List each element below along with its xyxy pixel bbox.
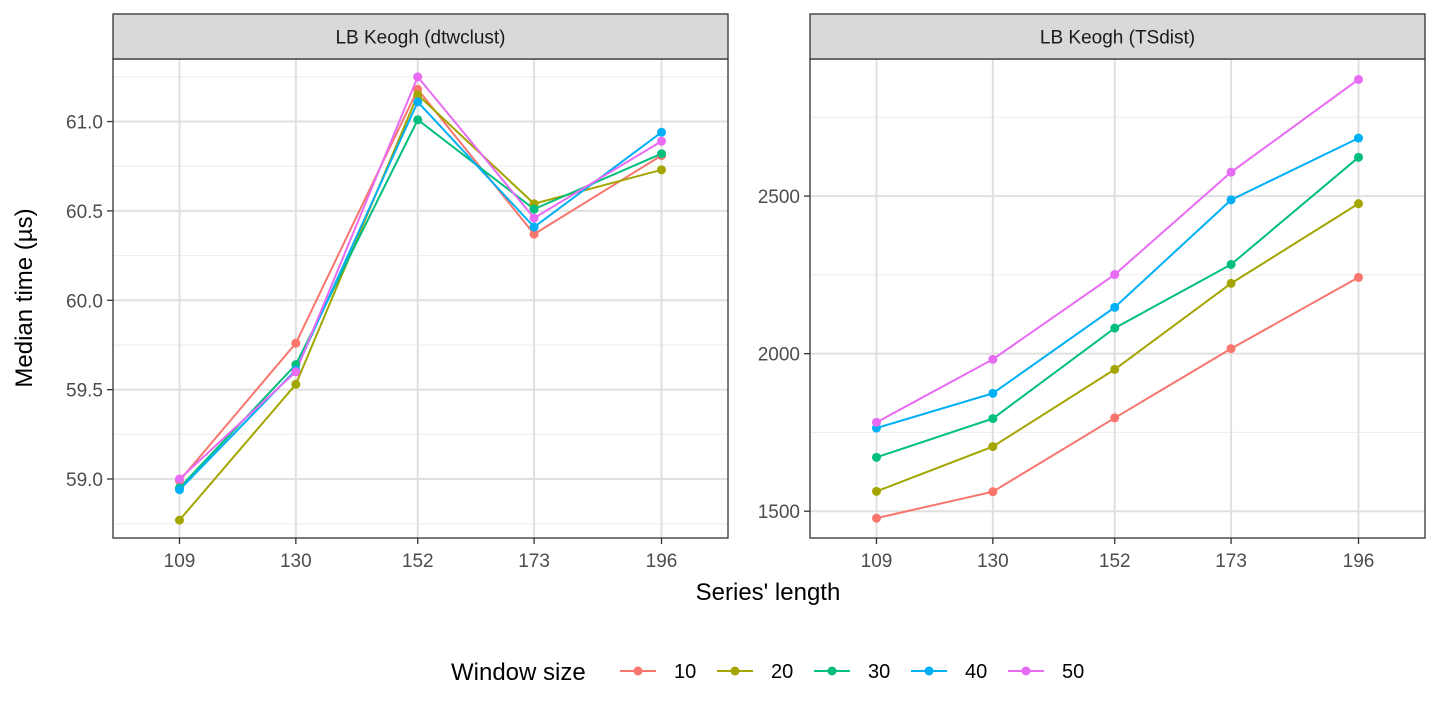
data-point-30 [1110,323,1120,333]
y-tick-label: 60.5 [66,202,103,223]
data-point-30 [529,204,539,214]
x-tick-label: 109 [164,551,196,572]
data-point-10 [529,229,539,239]
legend: Window size 10 20 30 40 50 [451,659,1084,686]
x-tick-label: 196 [1343,551,1375,572]
data-point-40 [1354,133,1364,143]
data-point-50 [871,417,881,427]
plot-background [810,59,1425,538]
x-tick-label: 109 [861,551,893,572]
facet-strip [112,13,729,60]
data-point-20 [988,442,998,452]
data-point-30 [1354,152,1364,162]
legend-key-point-10 [633,666,643,676]
legend-title: Window size [451,659,586,686]
facet-strip-label: LB Keogh (dtwclust) [335,28,505,49]
legend-label-20: 20 [771,661,793,683]
y-tick-label: 2500 [758,187,800,208]
x-tick-label: 152 [1099,551,1131,572]
legend-label-10: 10 [674,661,696,683]
data-point-10 [1110,413,1120,423]
data-point-30 [871,452,881,462]
data-point-40 [988,388,998,398]
facet-strip [809,13,1426,60]
y-tick-label: 2000 [758,345,800,366]
data-point-50 [988,354,998,364]
legend-key-point-50 [1021,666,1031,676]
x-tick-label: 173 [518,551,550,572]
legend-key-point-40 [924,666,934,676]
x-tick-label: 173 [1215,551,1247,572]
data-point-20 [291,379,301,389]
plot-background [113,59,728,538]
data-point-50 [1226,167,1236,177]
data-point-50 [657,136,667,146]
y-tick-label: 61.0 [66,113,103,134]
data-point-30 [1226,259,1236,269]
data-point-20 [174,515,184,525]
legend-label-30: 30 [868,661,890,683]
x-axis-title: Series' length [696,579,841,606]
y-tick-label: 59.5 [66,381,103,402]
y-tick-label: 59.0 [66,470,103,491]
data-point-50 [529,213,539,223]
data-point-50 [1354,74,1364,84]
facet-strip-label: LB Keogh (TSdist) [1040,28,1195,49]
data-point-40 [1110,302,1120,312]
x-tick-label: 130 [977,551,1009,572]
data-point-50 [1110,270,1120,280]
data-point-10 [871,513,881,523]
x-tick-label: 196 [646,551,678,572]
legend-key-point-30 [827,666,837,676]
data-point-20 [1110,364,1120,374]
x-tick-label: 130 [280,551,312,572]
data-point-40 [657,127,667,137]
data-point-10 [1226,344,1236,354]
data-point-30 [657,149,667,159]
data-point-50 [291,367,301,377]
panel-1: LB Keogh (dtwclust) 59.0 59.5 60.0 60.5 61.0 1… [66,13,729,572]
y-tick-label: 60.0 [66,291,103,312]
legend-label-50: 50 [1062,661,1084,683]
data-point-40 [1226,195,1236,205]
y-axis-title: Median time (µs) [11,208,38,387]
data-point-50 [174,474,184,484]
x-tick-label: 152 [402,551,434,572]
data-point-20 [1354,199,1364,209]
data-point-10 [291,338,301,348]
data-point-20 [1226,278,1236,288]
data-point-30 [413,115,423,125]
data-point-40 [413,97,423,107]
legend-label-40: 40 [965,661,987,683]
data-point-20 [657,165,667,175]
panel-2: LB Keogh (TSdist) 1500 2000 2500 109 130 152 17… [758,13,1426,572]
legend-key-point-20 [730,666,740,676]
data-point-20 [413,90,423,100]
data-point-10 [988,487,998,497]
data-point-20 [871,486,881,496]
data-point-40 [529,222,539,232]
data-point-40 [174,485,184,495]
y-tick-label: 1500 [758,502,800,523]
data-point-50 [413,72,423,82]
data-point-30 [988,414,998,424]
data-point-10 [1354,272,1364,282]
